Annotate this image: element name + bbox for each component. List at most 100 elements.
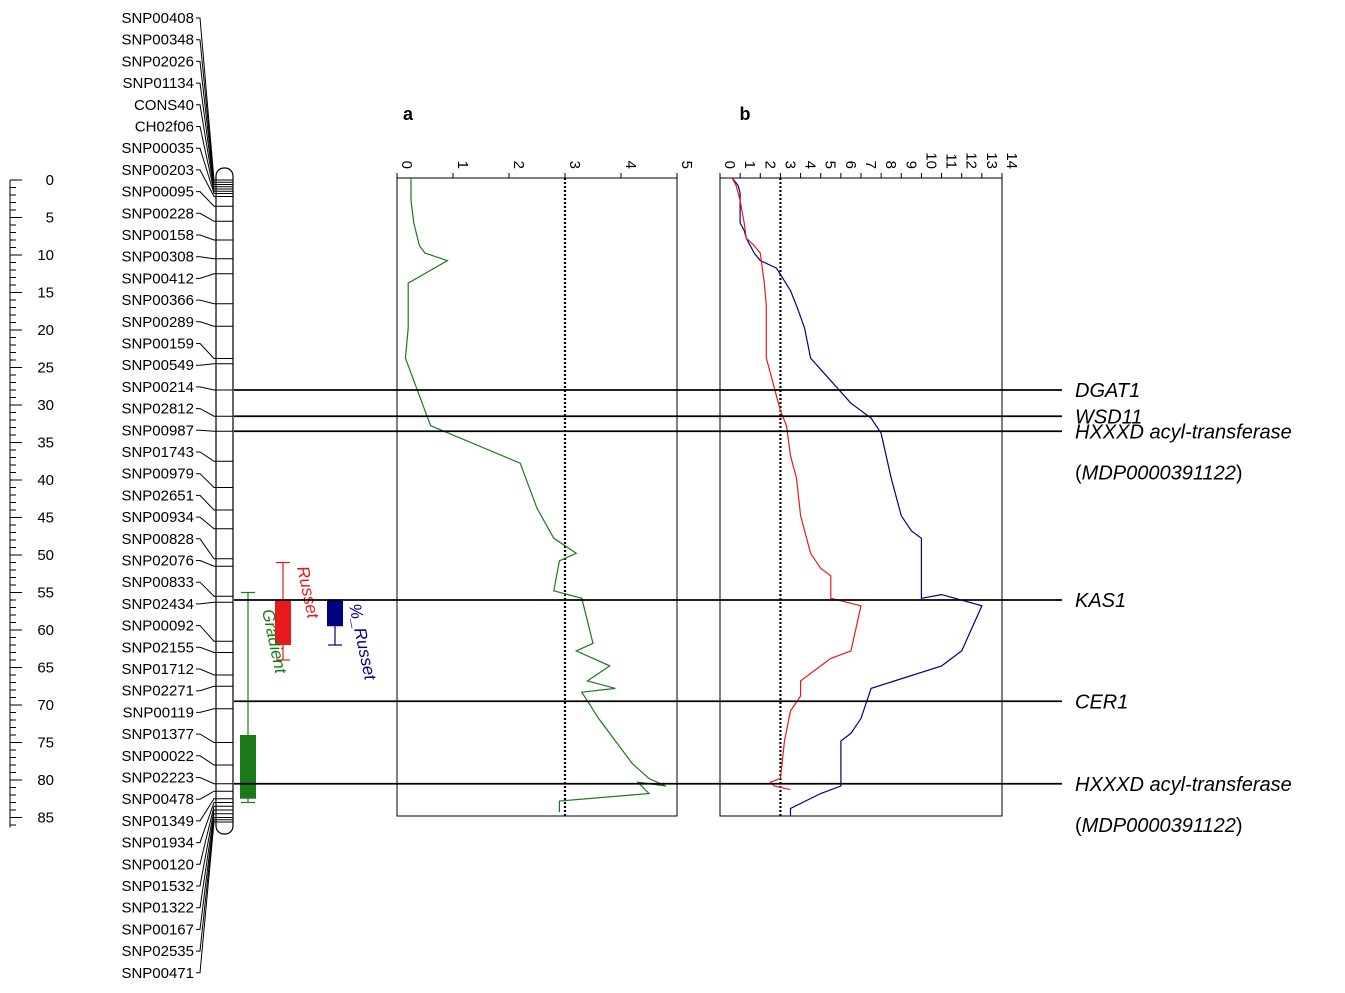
scale-tick-label: 15 (37, 285, 54, 302)
marker-connector (196, 363, 216, 366)
marker-label: SNP00308 (121, 249, 194, 266)
marker-label: SNP01934 (121, 835, 194, 852)
marker-label: SNP02076 (121, 553, 194, 570)
marker-connector (196, 560, 216, 567)
x-tick-label: 3 (781, 161, 798, 169)
panel-label: a (403, 104, 414, 124)
marker-connector (196, 805, 216, 865)
scale-tick-label: 70 (37, 697, 54, 714)
marker-label: SNP02223 (121, 770, 194, 787)
scale-tick-label: 45 (37, 510, 54, 527)
marker-label: SNP02812 (121, 401, 194, 418)
marker-connector (196, 386, 216, 391)
marker-connector (196, 802, 216, 844)
marker-label: SNP00092 (121, 618, 194, 635)
marker-label: SNP02026 (121, 53, 194, 70)
gene-id-text: MDP0000391122 (1082, 815, 1236, 837)
x-tick-label: 5 (678, 161, 695, 169)
marker-label: SNP00158 (121, 227, 194, 244)
x-tick-label: 11 (943, 153, 960, 169)
x-tick-label: 4 (802, 161, 819, 169)
x-tick-label: 0 (721, 161, 738, 169)
marker-label: SNP02535 (121, 943, 194, 960)
scale-tick-label: 35 (37, 435, 54, 452)
cm-scale: 0 5 10 15 20 25 30 35 40 45 50 55 60 65 70 75 80 85 (9, 172, 54, 828)
scale-tick-label: 65 (37, 660, 54, 677)
marker-label: SNP00035 (121, 140, 194, 157)
x-tick-label: 12 (963, 152, 980, 169)
marker-labels: SNP00408 SNP00348 SNP02026 SNP01134 CONS40 CH… (121, 10, 233, 982)
marker-connector (196, 39, 216, 183)
x-tick-label: 14 (1003, 152, 1020, 169)
marker-connector (196, 473, 216, 488)
qtl-label: Russet (293, 564, 323, 621)
marker-label: SNP01743 (121, 444, 194, 461)
scale-tick-label: 55 (37, 585, 54, 602)
gene-name: CER1 (1075, 691, 1128, 713)
marker-label: SNP02155 (121, 639, 194, 656)
marker-label: CONS40 (134, 97, 194, 114)
x-tick-label: 9 (902, 161, 919, 169)
marker-label: SNP00366 (121, 292, 194, 309)
marker-connector (196, 646, 216, 653)
marker-connector (196, 601, 216, 605)
marker-label: SNP00833 (121, 574, 194, 591)
marker-connector (196, 212, 216, 222)
marker-label: SNP00549 (121, 357, 194, 374)
panel-label: b (740, 104, 751, 124)
scale-tick-label: 40 (37, 472, 54, 489)
scale-tick-label: 75 (37, 735, 54, 752)
marker-label: SNP01712 (121, 661, 194, 678)
x-tick-label: 8 (882, 161, 899, 169)
marker-label: CH02f06 (135, 119, 194, 136)
marker-connector (196, 809, 216, 887)
scale-tick-label: 25 (37, 360, 54, 377)
qtl-label: %_Russet (345, 602, 380, 683)
scale-tick-label: 0 (46, 172, 54, 189)
scale-tick-label: 60 (37, 622, 54, 639)
gene-name: WSD11 (1075, 406, 1142, 428)
marker-label: SNP00979 (121, 466, 194, 483)
marker-connector (196, 17, 216, 181)
gene-id-text: MDP0000391122 (1082, 462, 1236, 484)
marker-label: SNP00095 (121, 184, 194, 201)
marker-connector (196, 821, 216, 974)
marker-label: SNP00203 (121, 162, 194, 179)
x-tick-label: 10 (922, 152, 939, 169)
x-tick-label: 6 (842, 161, 859, 169)
marker-label: SNP00408 (121, 10, 194, 27)
gene-name: DGAT1 (1075, 380, 1140, 402)
marker-label: SNP02434 (121, 596, 194, 613)
marker-connector (196, 733, 216, 743)
gene-id: (MDP0000391122) (1075, 815, 1243, 837)
marker-label: SNP00022 (121, 748, 194, 765)
marker-label: SNP00987 (121, 422, 194, 439)
marker-connector (196, 169, 216, 197)
marker-label: SNP02651 (121, 487, 194, 504)
scale-tick-label: 80 (37, 772, 54, 789)
qtl-interval: %_Russet (327, 599, 380, 683)
qtl-bar (275, 600, 291, 645)
marker-label: SNP00478 (121, 791, 194, 808)
scale-tick-label: 20 (37, 322, 54, 339)
scale-tick-label: 50 (37, 547, 54, 564)
chromosome-bar (215, 167, 234, 835)
marker-label: SNP00214 (121, 379, 194, 396)
marker-connector (196, 104, 216, 190)
marker-label: SNP00471 (121, 965, 194, 982)
lod-series-line (731, 177, 862, 791)
marker-connector (196, 451, 216, 462)
panel-frame (719, 177, 1003, 817)
gene-name: KAS1 (1075, 590, 1126, 612)
marker-label: SNP02271 (121, 683, 194, 700)
gene-id: (MDP0000391122) (1075, 462, 1243, 484)
marker-connector (196, 790, 216, 800)
marker-connector (196, 817, 216, 930)
marker-label: SNP01377 (121, 726, 194, 743)
marker-connector (196, 321, 216, 327)
lod-panel-a: a 0 1 2 3 4 5 (396, 104, 695, 817)
scale-tick-label: 30 (37, 397, 54, 414)
marker-connector (196, 819, 216, 952)
